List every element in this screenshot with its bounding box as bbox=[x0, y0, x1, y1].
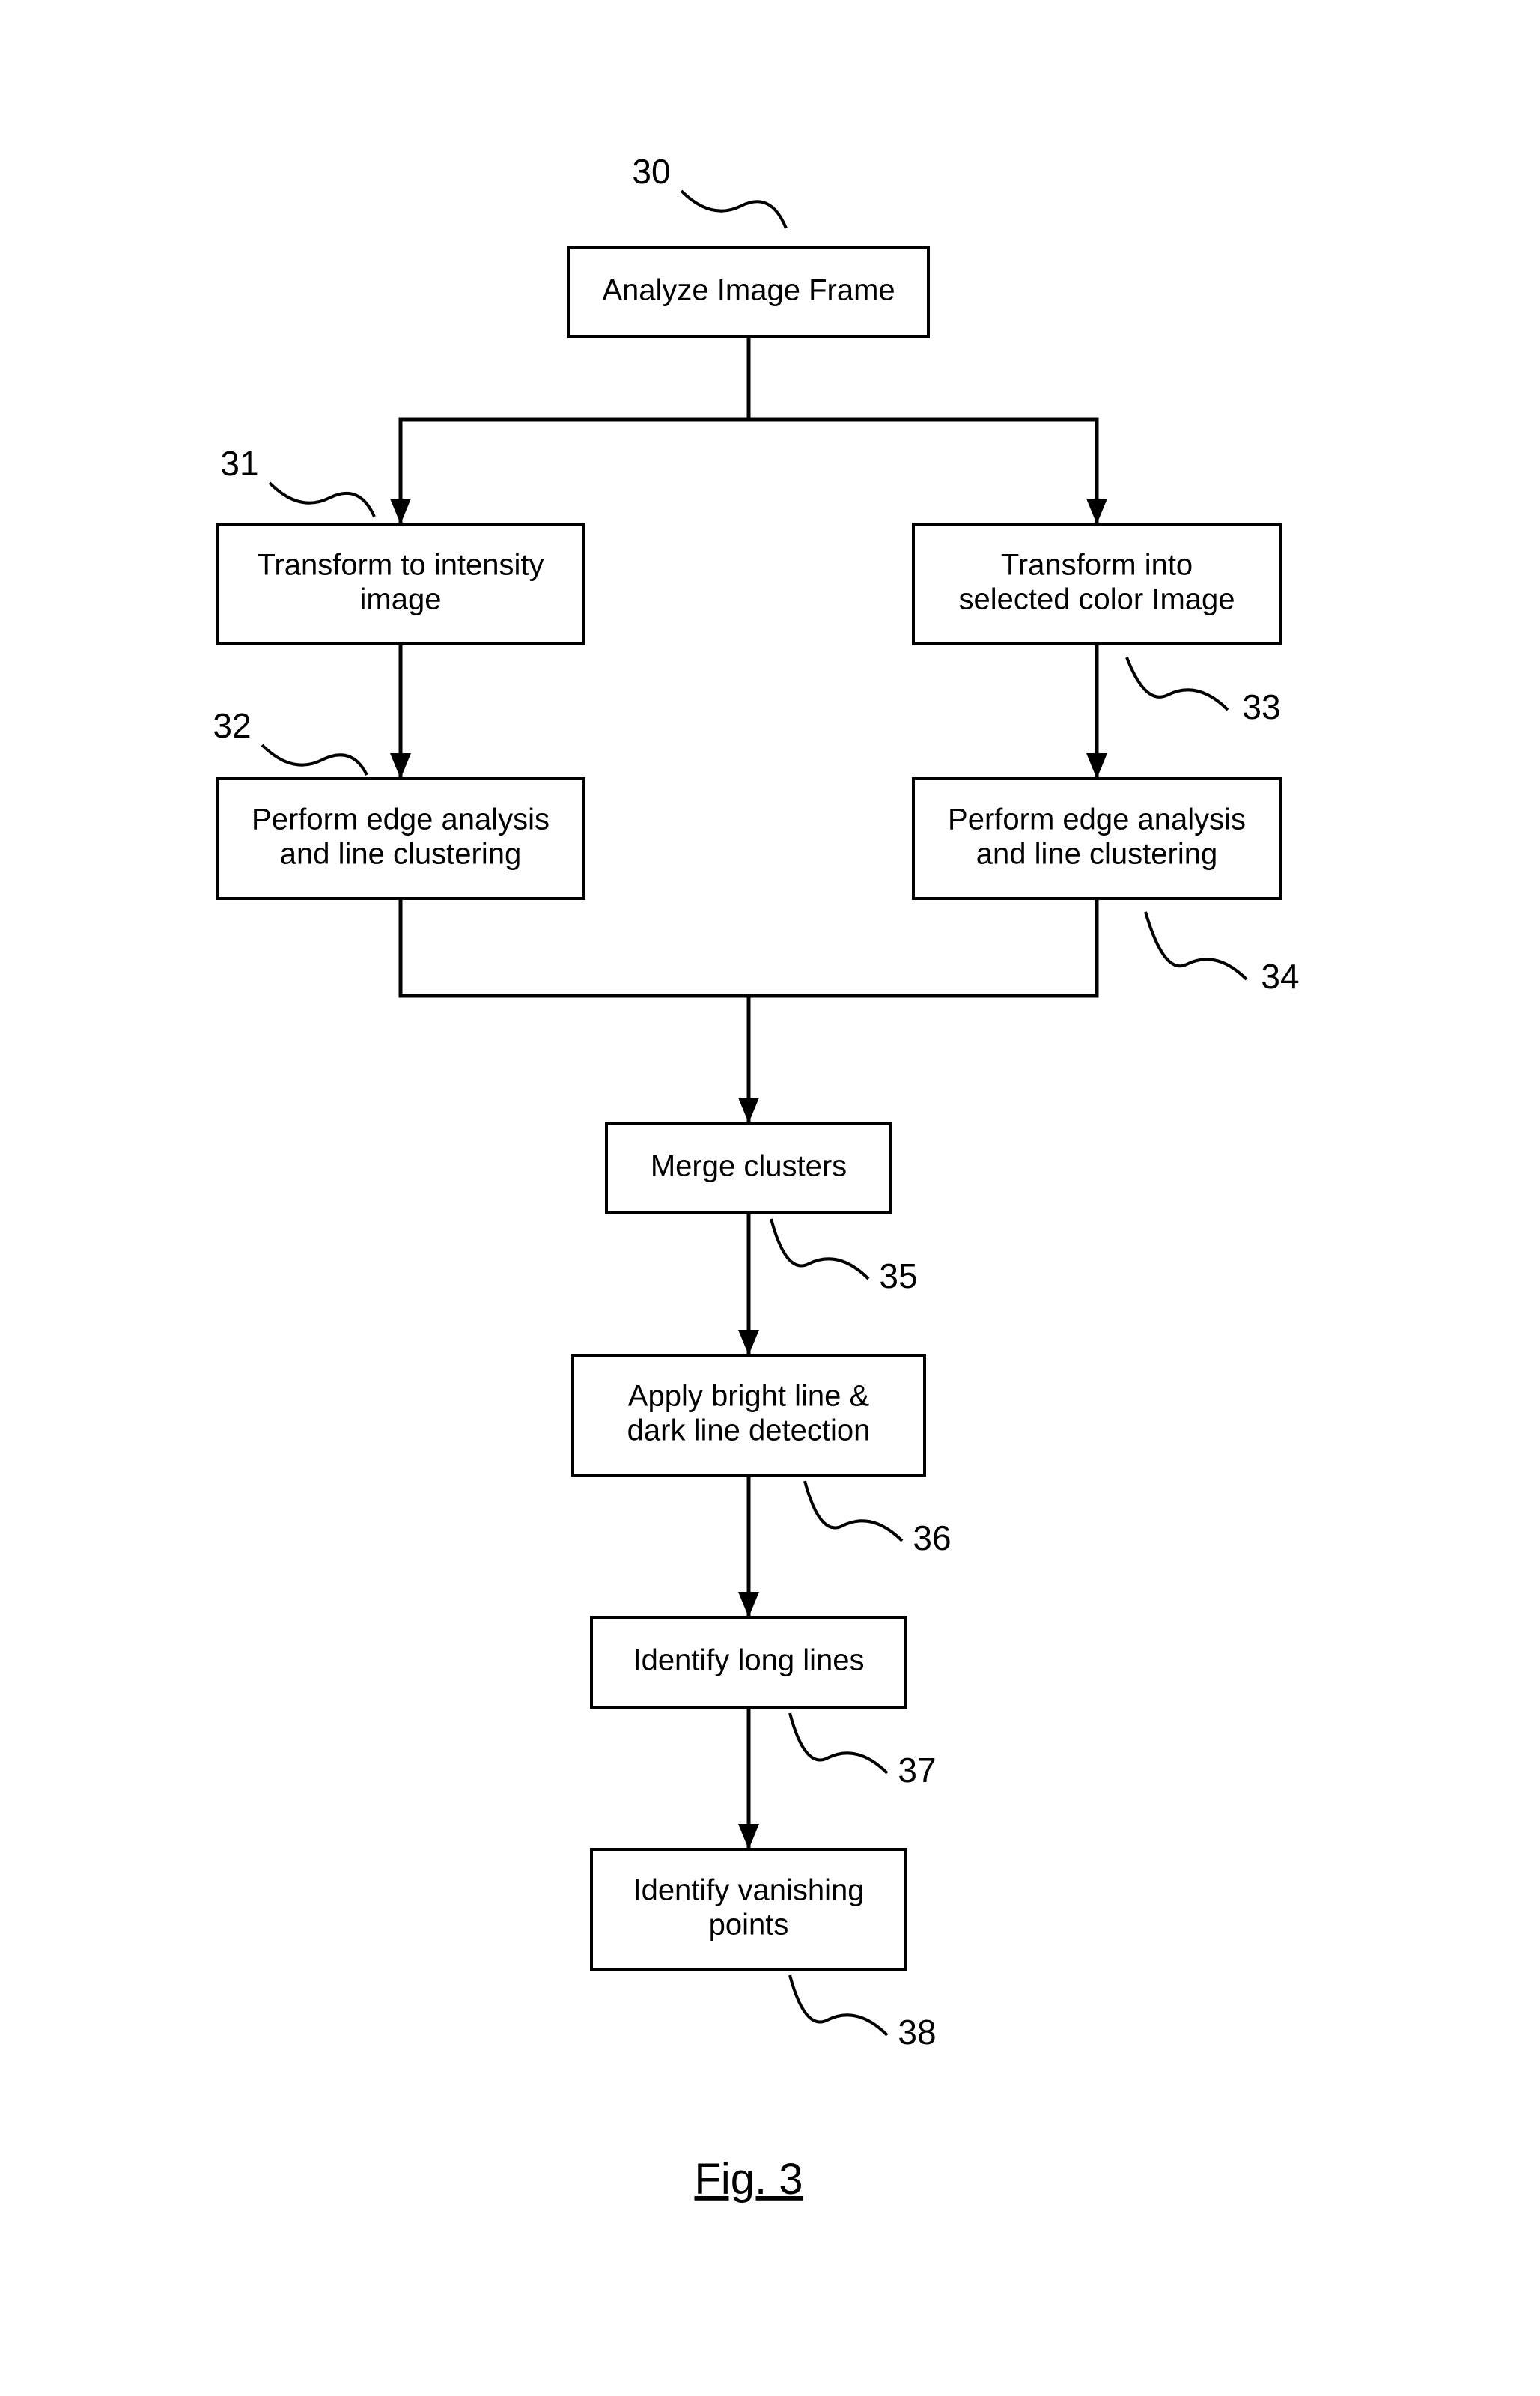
ref-35: 35 bbox=[879, 1256, 917, 1295]
node-35-label: Merge clusters bbox=[651, 1150, 847, 1183]
node-31-label: Transform to intensity bbox=[257, 549, 544, 582]
leader-32 bbox=[262, 745, 367, 775]
node-37-label: Identify long lines bbox=[633, 1644, 864, 1677]
node-36: Apply bright line &dark line detection 36 bbox=[573, 1355, 952, 1557]
ref-30: 30 bbox=[632, 152, 670, 191]
leader-38 bbox=[790, 1975, 887, 2035]
node-33-label: Transform into bbox=[1001, 549, 1193, 582]
leader-37 bbox=[790, 1713, 887, 1773]
leader-34 bbox=[1145, 912, 1247, 979]
node-36-label: Apply bright line & bbox=[628, 1380, 870, 1413]
node-37: Identify long lines 37 bbox=[591, 1617, 937, 1790]
figure-label: Fig. 3 bbox=[694, 2155, 803, 2204]
ref-31: 31 bbox=[220, 444, 258, 483]
node-33-label: selected color Image bbox=[958, 583, 1235, 616]
ref-33: 33 bbox=[1242, 687, 1280, 726]
node-38-label: points bbox=[709, 1909, 789, 1942]
node-30: Analyze Image Frame 30 bbox=[569, 152, 928, 337]
node-30-label: Analyze Image Frame bbox=[602, 274, 895, 307]
ref-34: 34 bbox=[1261, 957, 1299, 996]
node-31-label: image bbox=[360, 583, 442, 616]
node-38-label: Identify vanishing bbox=[633, 1874, 864, 1907]
node-35: Merge clusters 35 bbox=[606, 1123, 918, 1295]
node-32: Perform edge analysisand line clustering… bbox=[213, 706, 584, 898]
node-32-label: Perform edge analysis bbox=[252, 803, 550, 836]
leader-36 bbox=[805, 1481, 902, 1541]
leader-33 bbox=[1127, 657, 1228, 710]
node-38: Identify vanishingpoints 38 bbox=[591, 1849, 937, 2052]
leader-30 bbox=[681, 191, 786, 228]
node-34: Perform edge analysisand line clustering… bbox=[913, 779, 1300, 996]
node-32-label: and line clustering bbox=[280, 838, 521, 871]
node-36-label: dark line detection bbox=[627, 1414, 871, 1447]
ref-36: 36 bbox=[913, 1518, 951, 1557]
node-34-label: Perform edge analysis bbox=[948, 803, 1246, 836]
ref-32: 32 bbox=[213, 706, 251, 745]
node-34-label: and line clustering bbox=[976, 838, 1217, 871]
leader-31 bbox=[270, 483, 374, 517]
ref-38: 38 bbox=[898, 2013, 936, 2052]
leader-35 bbox=[771, 1219, 868, 1279]
ref-37: 37 bbox=[898, 1751, 936, 1790]
